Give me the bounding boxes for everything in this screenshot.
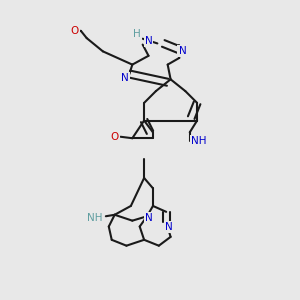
Text: N: N <box>178 46 186 56</box>
Text: O: O <box>71 26 79 36</box>
Text: H: H <box>133 29 141 39</box>
Text: O: O <box>110 132 119 142</box>
Text: N: N <box>145 213 152 223</box>
Text: NH: NH <box>87 213 103 223</box>
Text: NH: NH <box>191 136 207 146</box>
Text: N: N <box>121 73 129 83</box>
Text: N: N <box>145 36 152 46</box>
Text: N: N <box>165 222 173 232</box>
